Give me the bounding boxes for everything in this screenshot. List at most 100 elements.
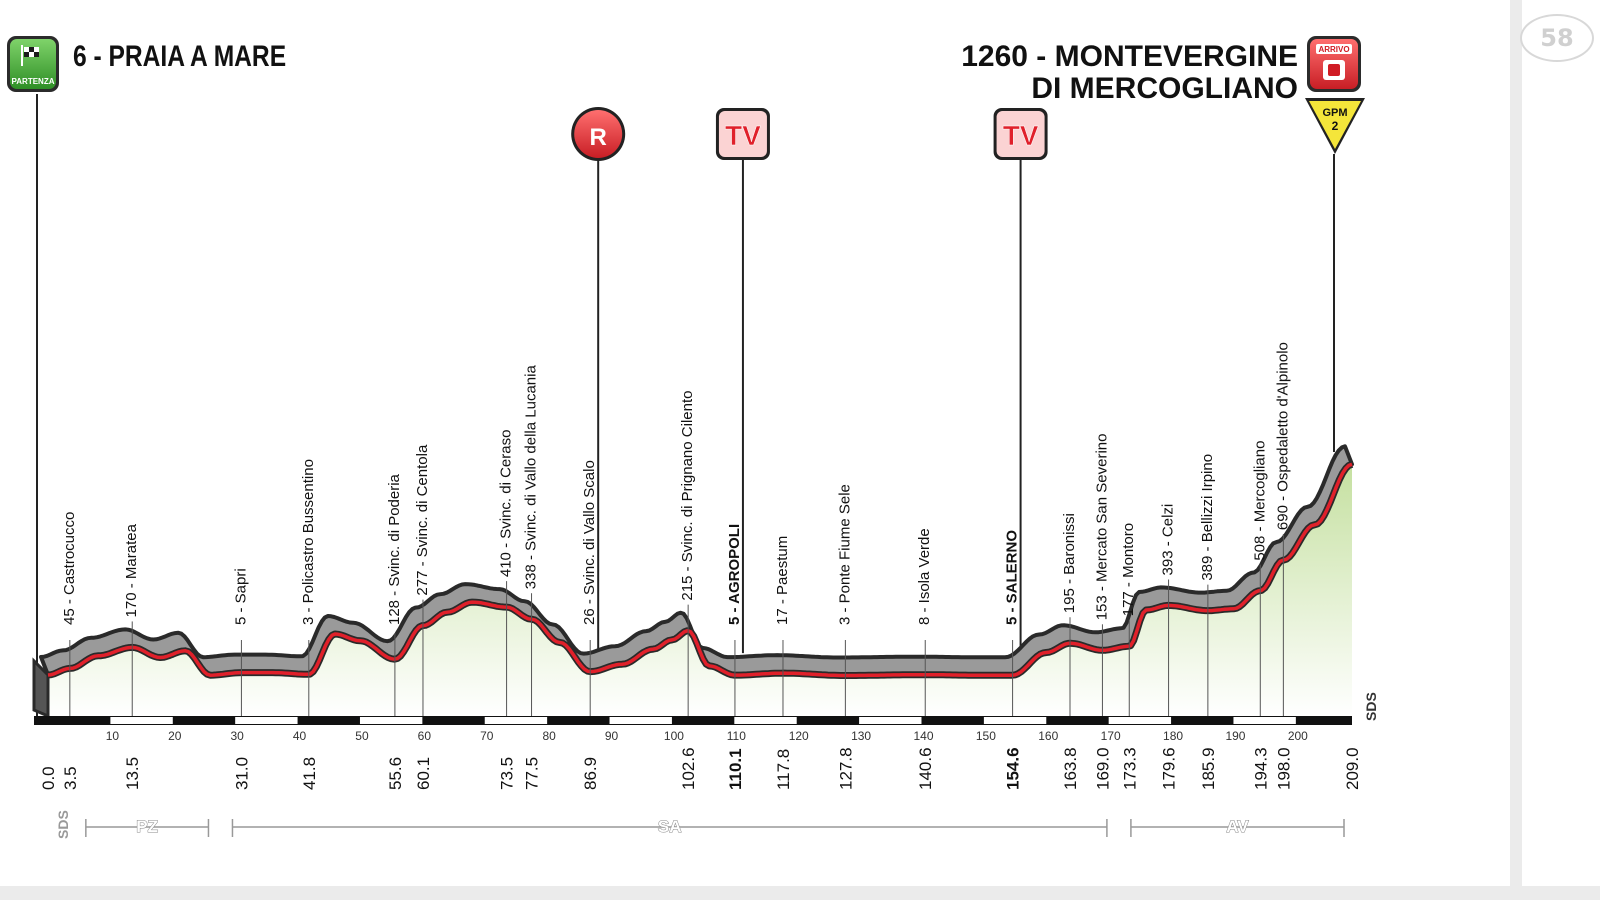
region-label: AV <box>1226 817 1249 836</box>
x-tick-label: 90 <box>605 729 619 743</box>
km-label: 209.0 <box>1343 747 1362 790</box>
channel-watermark: 58 <box>1520 14 1594 62</box>
place-label: 128 - Svinc. di Poderia <box>386 473 403 625</box>
place-label: 5 - SALERNO <box>1004 530 1021 625</box>
end-tag-start: SDS <box>55 810 71 839</box>
distance-bar-segment <box>235 717 298 724</box>
km-label: 198.0 <box>1274 747 1293 790</box>
km-label: 194.3 <box>1251 747 1270 790</box>
place-label: 3 - Ponte Fiume Sele <box>836 484 853 625</box>
x-tick-label: 10 <box>106 729 120 743</box>
place-label: 389 - Bellizzi Irpino <box>1199 454 1216 581</box>
distance-bar-segment <box>734 717 797 724</box>
place-label: 45 - Castrocucco <box>61 512 78 625</box>
tv-marker-face <box>718 111 767 157</box>
place-label: 5 - AGROPOLI <box>726 524 743 625</box>
x-tick-label: 160 <box>1038 729 1058 743</box>
start-badge: PARTENZA <box>7 36 59 92</box>
km-label: 185.9 <box>1199 747 1218 790</box>
x-tick-label: 170 <box>1101 729 1121 743</box>
x-tick-label: 110 <box>727 729 746 743</box>
x-tick-label: 190 <box>1225 729 1245 743</box>
place-label: 690 - Ospedaletto d'Alpinolo <box>1274 342 1291 530</box>
x-tick-label: 180 <box>1163 729 1183 743</box>
region-label: PZ <box>136 817 158 836</box>
finish-line-icon <box>1323 60 1345 80</box>
finish-badge-label: ARRIVO <box>1318 45 1349 54</box>
road-line <box>47 462 1353 678</box>
place-label: 338 - Svinc. di Vallo della Lucania <box>523 365 540 590</box>
place-label: 215 - Svinc. di Prignano Cilento <box>679 391 696 601</box>
place-label: 277 - Svinc. di Centola <box>414 444 431 596</box>
distance-bar-segment <box>1233 717 1296 724</box>
distance-bar <box>34 716 1352 725</box>
distance-bar-segment <box>1108 717 1172 724</box>
distance-bar-segment <box>484 717 548 724</box>
place-label: 8 - Isola Verde <box>916 528 933 625</box>
finish-badge: ARRIVO <box>1307 36 1361 92</box>
place-label: 26 - Svinc. di Vallo Scalo <box>581 460 598 625</box>
x-tick-label: 130 <box>851 729 871 743</box>
place-label: 195 - Baronissi <box>1061 513 1078 613</box>
x-tick-label: 140 <box>913 729 933 743</box>
gpm-label: GPM <box>1322 107 1347 119</box>
distance-bar-segment <box>359 717 423 724</box>
x-tick-label: 20 <box>168 729 182 743</box>
km-label: 173.3 <box>1120 747 1139 790</box>
right-gutter <box>1510 0 1522 900</box>
x-tick-label: 80 <box>542 729 556 743</box>
profile-card: 45 - Castrocucco 170 - Maratea 5 - Sapri 3 … <box>7 36 1379 839</box>
tv-marker-face <box>996 111 1045 157</box>
place-label: 3 - Policastro Bussentino <box>300 459 317 625</box>
marker-label: R <box>590 124 607 151</box>
km-label: 0.0 <box>39 766 58 790</box>
x-tick-label: 70 <box>480 729 494 743</box>
km-label: 60.1 <box>414 757 433 790</box>
place-label: 177 - Montoro <box>1120 523 1137 616</box>
start-title: 6 - PRAIA A MARE <box>73 39 286 73</box>
x-tick-label: 150 <box>976 729 996 743</box>
x-tick-label: 50 <box>355 729 369 743</box>
km-label: 86.9 <box>581 757 600 790</box>
marker-label: TV <box>725 120 761 151</box>
km-label: 3.5 <box>61 766 80 790</box>
km-label: 169.0 <box>1093 747 1112 790</box>
gpm-badge: GPM 2 <box>1305 98 1365 154</box>
region-label: SA <box>658 817 682 836</box>
gpm-category: 2 <box>1332 119 1339 133</box>
km-label: 73.5 <box>498 757 517 790</box>
km-label: 117.8 <box>774 749 793 790</box>
km-label: 55.6 <box>386 757 405 790</box>
km-label: 13.5 <box>123 757 142 790</box>
start-badge-label: PARTENZA <box>12 77 55 86</box>
x-tick-label: 120 <box>789 729 809 743</box>
distance-bar-segment <box>859 717 922 724</box>
marker-label: TV <box>1003 120 1039 151</box>
km-label: 127.8 <box>836 747 855 790</box>
finish-title-line1: 1260 - MONTEVERGINE <box>961 40 1298 73</box>
km-label: 163.8 <box>1061 747 1080 790</box>
x-tick-label: 200 <box>1288 729 1308 743</box>
x-tick-label: 60 <box>418 729 432 743</box>
km-label: 179.6 <box>1160 747 1179 790</box>
km-label: 110.1 <box>726 748 745 790</box>
profile-fill <box>48 464 1352 716</box>
distance-bar-segment <box>609 717 672 724</box>
km-label: 102.6 <box>679 747 698 790</box>
place-label: 393 - Celzi <box>1160 504 1177 576</box>
refreshment-marker-face <box>574 110 623 158</box>
place-label: 508 - Mercogliano <box>1251 441 1268 561</box>
end-tag-finish: SDS <box>1363 692 1379 721</box>
place-label: 153 - Mercato San Severino <box>1093 434 1110 621</box>
km-label: 140.6 <box>916 747 935 790</box>
place-label: 410 - Svinc. di Ceraso <box>498 430 515 578</box>
km-label: 154.6 <box>1004 747 1023 790</box>
distance-bar-segment <box>983 717 1047 724</box>
x-tick-label: 100 <box>664 729 684 743</box>
place-label: 5 - Sapri <box>232 568 249 625</box>
place-label: 170 - Maratea <box>123 523 140 617</box>
distance-bar-segment <box>110 717 173 724</box>
stage-profile-chart: 45 - Castrocucco 170 - Maratea 5 - Sapri 3 … <box>7 36 1379 839</box>
x-tick-label: 30 <box>230 729 244 743</box>
